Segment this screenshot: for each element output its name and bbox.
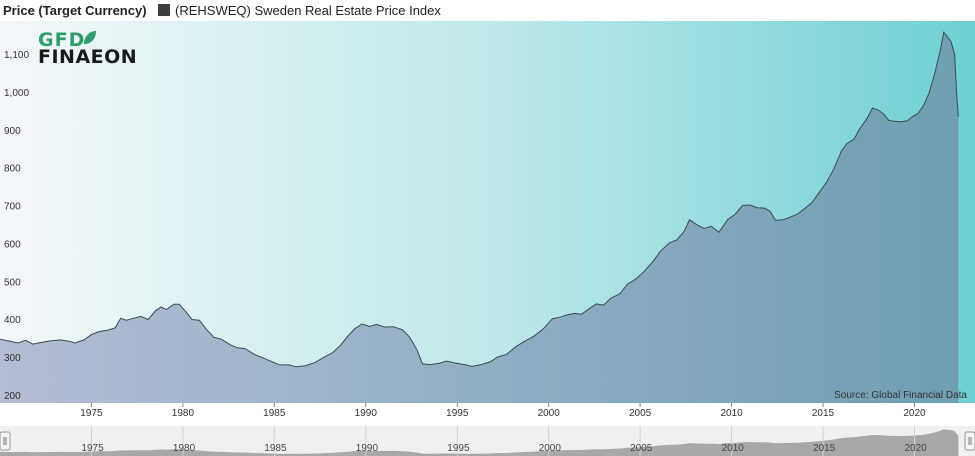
price-axis-title: Price (Target Currency) bbox=[3, 3, 147, 18]
series-line bbox=[0, 31, 959, 368]
x-tick-label: 1990 bbox=[355, 408, 378, 419]
x-tick-label: 2000 bbox=[538, 408, 561, 419]
navigator-tick-label: 1985 bbox=[264, 443, 287, 454]
navigator-tick-label: 2000 bbox=[539, 443, 562, 454]
y-tick-label: 1,000 bbox=[4, 88, 29, 99]
navigator-tick-label: 2005 bbox=[630, 443, 653, 454]
navigator-left-handle[interactable] bbox=[0, 431, 11, 451]
source-note: Source: Global Financial Data bbox=[834, 390, 967, 401]
x-tick-label: 1980 bbox=[172, 408, 195, 419]
y-tick-label: 600 bbox=[4, 239, 21, 250]
x-tick-label: 2010 bbox=[720, 408, 743, 419]
navigator-tick-label: 2010 bbox=[722, 443, 745, 454]
y-tick-label: 800 bbox=[4, 164, 21, 175]
navigator-tick-label: 2020 bbox=[905, 443, 928, 454]
y-tick-label: 700 bbox=[4, 202, 21, 213]
x-tick-label: 2020 bbox=[903, 408, 926, 419]
y-tick-label: 500 bbox=[4, 277, 21, 288]
x-tick-label: 1995 bbox=[446, 408, 469, 419]
navigator-tick-label: 1975 bbox=[81, 443, 104, 454]
y-tick-label: 300 bbox=[4, 353, 21, 364]
logo-gfd-text: GFD bbox=[38, 29, 85, 51]
y-tick-label: 900 bbox=[4, 126, 21, 137]
navigator-tick-label: 1995 bbox=[447, 443, 470, 454]
leaf-icon bbox=[84, 31, 96, 44]
gfd-finaeon-logo: GFD FINAEON bbox=[38, 29, 137, 68]
navigator-left-handle-body[interactable] bbox=[0, 431, 11, 451]
legend-series-label[interactable]: (REHSWEQ) Sweden Real Estate Price Index bbox=[175, 3, 441, 18]
y-tick-label: 200 bbox=[4, 391, 21, 402]
x-tick-label: 2005 bbox=[629, 408, 652, 419]
logo-finaeon-text: FINAEON bbox=[38, 46, 137, 68]
x-tick-label: 1985 bbox=[263, 408, 286, 419]
x-axis: 1975 1980 1985 1990 1995 2000 2005 2010 2015 2020 bbox=[80, 403, 926, 419]
y-axis: 200 300 400 500 600 700 800 900 1,000 1,100 bbox=[4, 50, 29, 402]
navigator-tick-label: 2015 bbox=[813, 443, 836, 454]
navigator-right-handle-body[interactable] bbox=[964, 431, 975, 451]
series-area bbox=[0, 32, 959, 404]
navigator-axis: 1975 1980 1985 1990 1995 2000 2005 2010 2015 2020 bbox=[81, 426, 927, 456]
navigator-right-handle[interactable] bbox=[964, 431, 975, 451]
range-navigator[interactable]: 1975 1980 1985 1990 1995 2000 2005 2010 2015 2020 bbox=[0, 426, 975, 456]
y-tick-label: 400 bbox=[4, 315, 21, 326]
navigator-tick-label: 1990 bbox=[356, 443, 379, 454]
legend-swatch[interactable] bbox=[158, 4, 170, 16]
navigator-series-area bbox=[0, 429, 959, 456]
x-tick-label: 2015 bbox=[812, 408, 835, 419]
x-tick-label: 1975 bbox=[80, 408, 103, 419]
y-tick-label: 1,100 bbox=[4, 50, 29, 61]
navigator-tick-label: 1980 bbox=[173, 443, 196, 454]
